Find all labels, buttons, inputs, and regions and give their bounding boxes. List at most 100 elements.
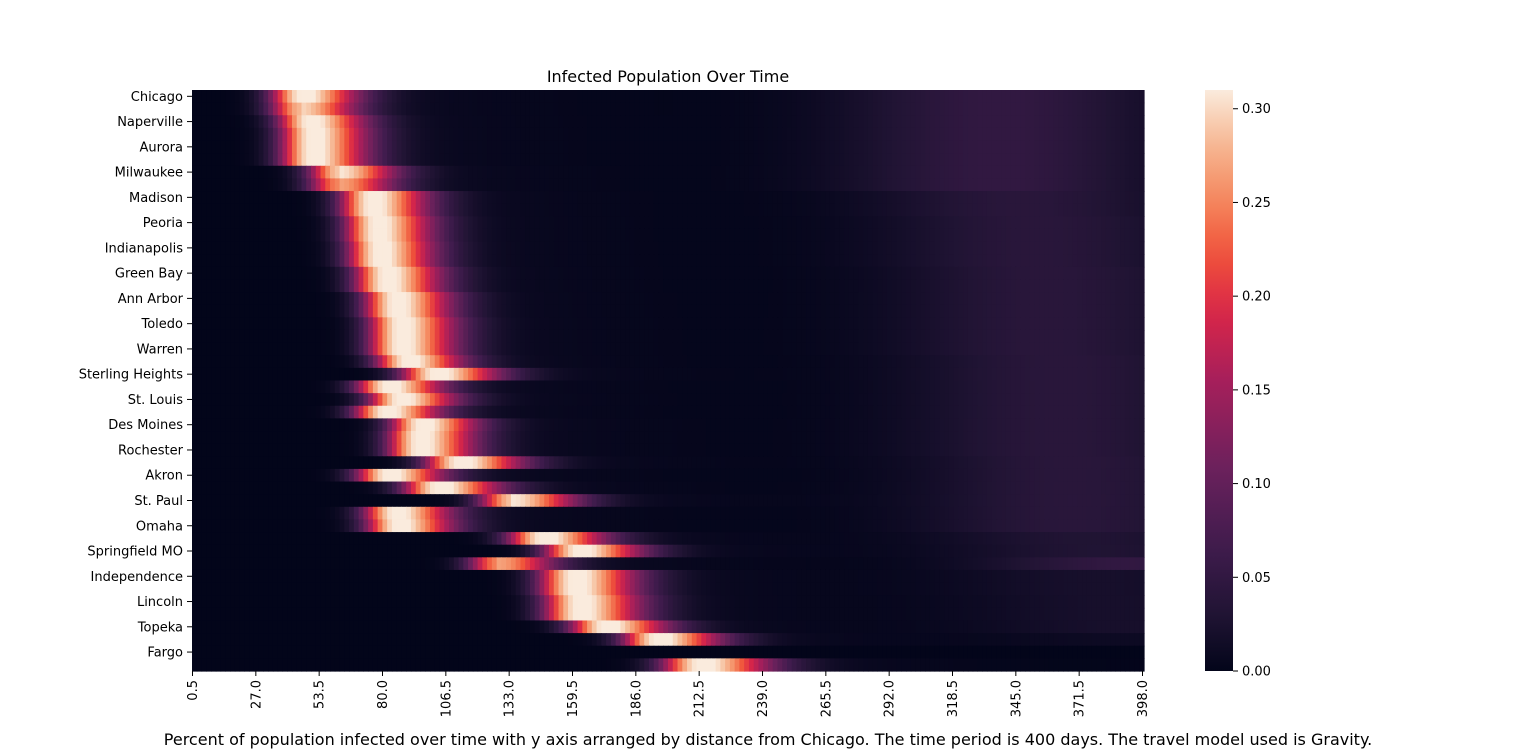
heatmap-cell — [463, 102, 469, 116]
heatmap-cell — [1096, 127, 1102, 142]
heatmap-cell — [1072, 279, 1078, 293]
heatmap-cell — [410, 216, 417, 230]
heatmap-cell — [496, 292, 502, 306]
heatmap-cell — [877, 241, 883, 255]
heatmap-cell — [982, 367, 988, 382]
heatmap-cell — [658, 165, 664, 180]
heatmap-cell — [211, 279, 217, 293]
heatmap-cell — [834, 140, 840, 154]
heatmap-cell — [258, 153, 264, 167]
heatmap-cell — [401, 292, 407, 306]
heatmap-cell — [268, 140, 274, 154]
heatmap-cell — [1082, 367, 1088, 382]
heatmap-cell — [430, 393, 436, 407]
heatmap-cell — [553, 153, 560, 167]
heatmap-cell — [877, 266, 883, 281]
heatmap-cell — [720, 304, 726, 318]
heatmap-cell — [591, 140, 598, 154]
heatmap-cell — [1044, 127, 1050, 142]
heatmap-cell — [510, 90, 517, 104]
heatmap-cell — [282, 329, 288, 344]
heatmap-cell — [810, 355, 817, 369]
heatmap-cell — [658, 355, 664, 369]
heatmap-cell — [1091, 90, 1097, 104]
heatmap-cell — [658, 266, 664, 281]
heatmap-cell — [453, 393, 460, 407]
heatmap-cell — [277, 191, 284, 205]
heatmap-cell — [848, 178, 855, 192]
heatmap-cell — [477, 102, 483, 116]
heatmap-cell — [468, 178, 474, 192]
heatmap-cell — [925, 380, 931, 394]
heatmap-cell — [506, 153, 512, 167]
heatmap-cell — [701, 241, 707, 255]
heatmap-cell — [225, 102, 231, 116]
heatmap-cell — [929, 292, 936, 306]
heatmap-cell — [1058, 292, 1064, 306]
heatmap-cell — [1139, 115, 1145, 129]
heatmap-cell — [948, 254, 955, 268]
heatmap-cell — [482, 367, 488, 382]
heatmap-cell — [758, 342, 764, 356]
heatmap-cell — [1067, 266, 1074, 281]
heatmap-cell — [306, 254, 312, 268]
heatmap-cell — [710, 165, 717, 180]
heatmap-cell — [1082, 355, 1088, 369]
heatmap-cell — [1091, 228, 1097, 243]
heatmap-cell — [415, 203, 422, 217]
heatmap-cell — [1034, 241, 1040, 255]
heatmap-cell — [910, 90, 917, 104]
heatmap-cell — [244, 203, 250, 217]
heatmap-cell — [1091, 140, 1097, 154]
heatmap-cell — [610, 153, 617, 167]
heatmap-cell — [839, 102, 845, 116]
heatmap-cell — [549, 178, 555, 192]
heatmap-cell — [529, 241, 536, 255]
heatmap-cell — [810, 216, 817, 230]
heatmap-cell — [482, 127, 488, 142]
heatmap-cell — [234, 191, 241, 205]
heatmap-cell — [558, 140, 564, 154]
heatmap-cell — [249, 127, 255, 142]
heatmap-cell — [325, 367, 331, 382]
heatmap-cell — [325, 140, 331, 154]
heatmap-cell — [349, 241, 355, 255]
heatmap-cell — [882, 380, 888, 394]
heatmap-cell — [677, 355, 683, 369]
heatmap-cell — [434, 317, 441, 331]
heatmap-cell — [877, 317, 883, 331]
heatmap-cell — [744, 342, 750, 356]
heatmap-cell — [272, 153, 279, 167]
heatmap-cell — [839, 216, 845, 230]
heatmap-cell — [915, 355, 921, 369]
heatmap-cell — [306, 266, 312, 281]
heatmap-cell — [258, 102, 264, 116]
heatmap-cell — [220, 266, 226, 281]
heatmap-cell — [430, 203, 436, 217]
heatmap-cell — [401, 304, 407, 318]
heatmap-cell — [306, 191, 312, 205]
heatmap-cell — [929, 317, 936, 331]
heatmap-cell — [463, 228, 469, 243]
heatmap-cell — [858, 266, 864, 281]
heatmap-cell — [610, 127, 617, 142]
heatmap-cell — [549, 266, 555, 281]
heatmap-cell — [453, 178, 460, 192]
heatmap-cell — [658, 203, 664, 217]
heatmap-cell — [820, 115, 826, 129]
heatmap-cell — [296, 292, 303, 306]
heatmap-cell — [1039, 292, 1045, 306]
heatmap-cell — [682, 266, 688, 281]
heatmap-cell — [939, 90, 945, 104]
heatmap-cell — [196, 317, 203, 331]
heatmap-cell — [639, 329, 645, 344]
heatmap-cell — [944, 178, 950, 192]
heatmap-cell — [291, 153, 298, 167]
heatmap-cell — [601, 355, 607, 369]
heatmap-cell — [715, 178, 721, 192]
heatmap-cell — [596, 292, 602, 306]
heatmap-cell — [906, 115, 912, 129]
heatmap-cell — [353, 127, 360, 142]
heatmap-cell — [687, 393, 693, 407]
heatmap-cell — [658, 292, 664, 306]
